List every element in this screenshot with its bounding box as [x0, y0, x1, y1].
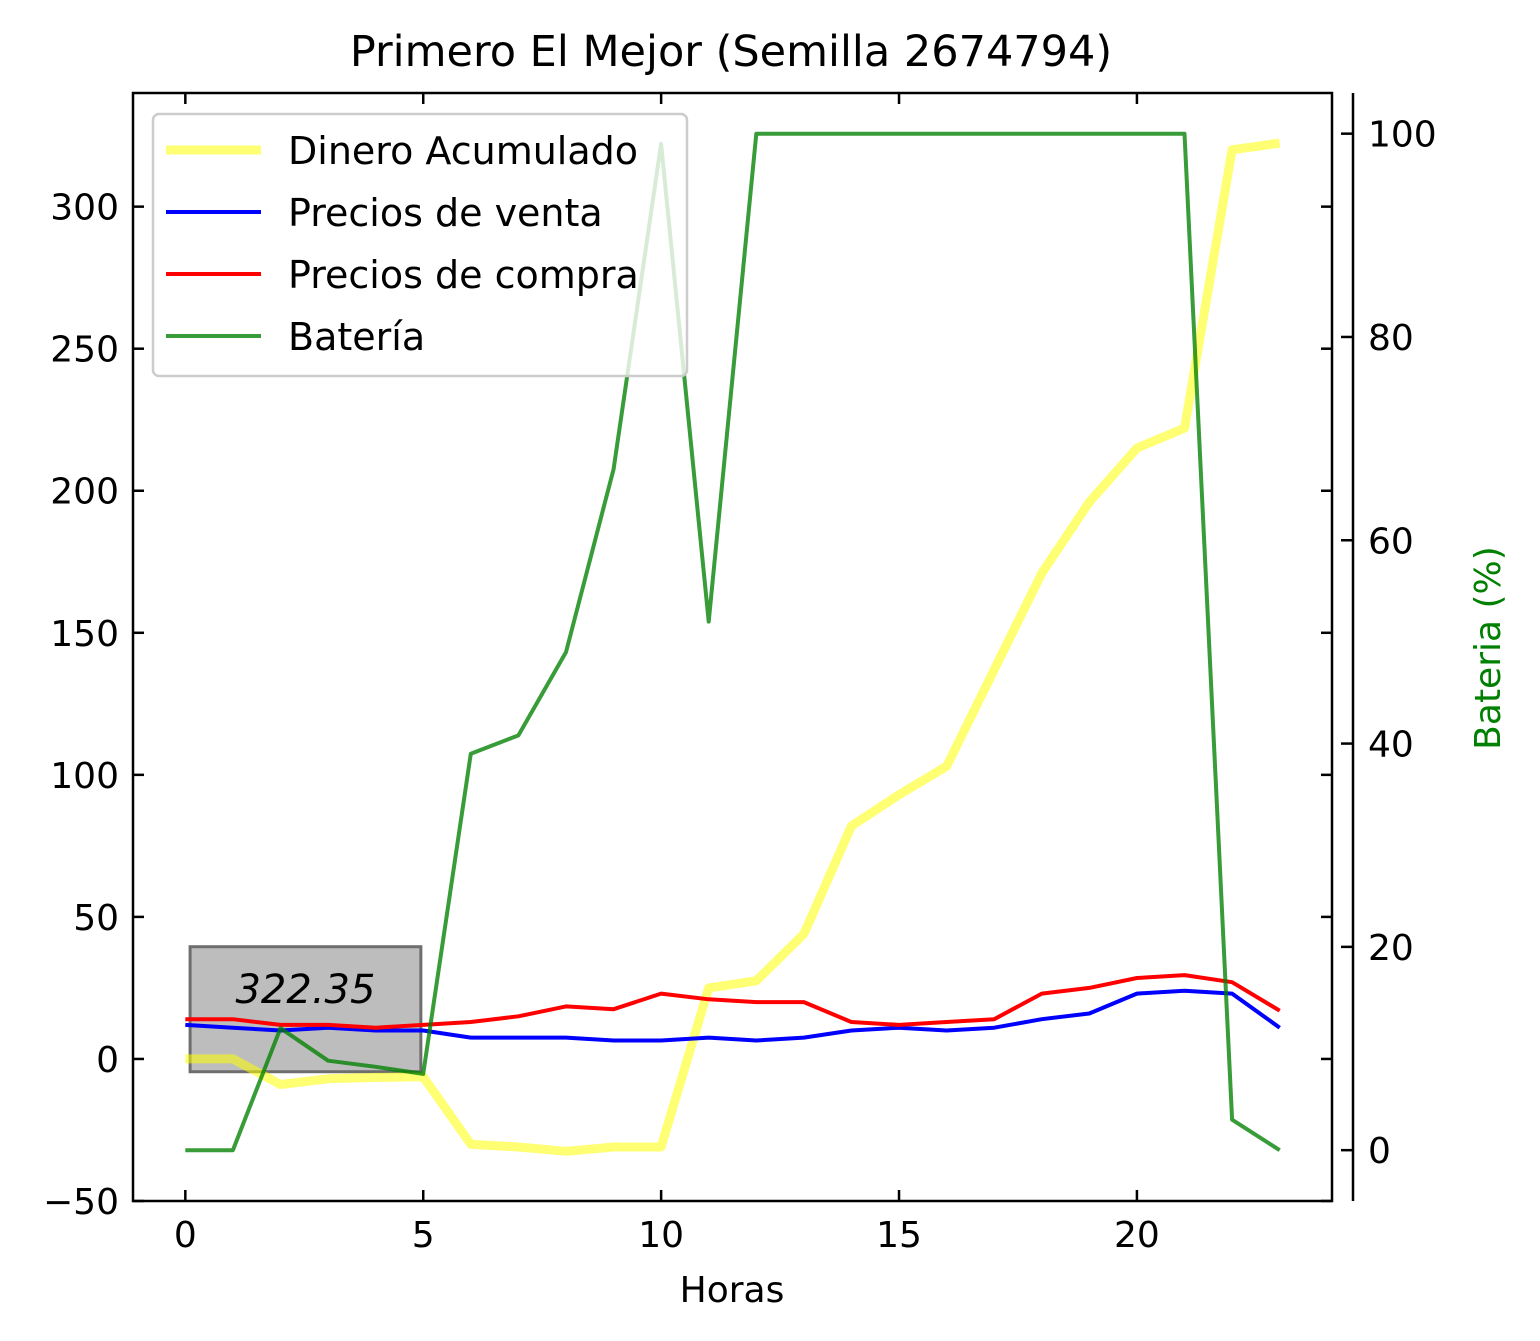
series-layer — [185, 131, 1281, 1156]
y-tick-label: 300 — [50, 188, 119, 229]
legend: Dinero Acumulado Precios de venta Precios … — [151, 112, 689, 378]
x-tick-label: 5 — [412, 1215, 435, 1256]
legend-label: Batería — [288, 315, 425, 359]
x-tick-label: 10 — [638, 1215, 684, 1256]
legend-label: Precios de compra — [288, 253, 639, 297]
legend-box — [151, 112, 689, 378]
annotation-label: 322.35 — [235, 967, 375, 1013]
y2-axis-ticks: 0 20 40 60 80 100 — [1341, 115, 1437, 1172]
series-line-2 — [185, 973, 1281, 1030]
y-tick-label: 150 — [50, 614, 119, 655]
y-tick-label: 50 — [73, 898, 119, 939]
series-line-3 — [185, 131, 1281, 1153]
series-line-0 — [185, 138, 1281, 1156]
plot-frame — [131, 91, 1334, 1203]
y2-tick-label: 20 — [1368, 928, 1414, 969]
chart-title: Primero El Mejor (Semilla 2674794) — [350, 27, 1112, 77]
y-tick-label: 0 — [96, 1040, 119, 1081]
x-tick-label: 0 — [174, 1215, 197, 1256]
legend-label: Precios de venta — [288, 191, 603, 235]
x-tick-label: 20 — [1114, 1215, 1160, 1256]
y-tick-label: 100 — [50, 756, 119, 797]
y2-tick-label: 0 — [1368, 1131, 1391, 1172]
y-tick-label: −50 — [43, 1182, 119, 1223]
x-tick-label: 15 — [876, 1215, 922, 1256]
y-axis-ticks: −50 0 50 100 150 200 250 300 — [43, 188, 1332, 1223]
x-axis-label: Horas — [680, 1270, 785, 1311]
annotation-box — [188, 945, 423, 1074]
y2-tick-label: 100 — [1368, 115, 1437, 156]
y-tick-label: 200 — [50, 472, 119, 513]
series-line-1 — [185, 988, 1281, 1043]
y2-tick-label: 80 — [1368, 318, 1414, 359]
y2-tick-label: 40 — [1368, 725, 1414, 766]
x-axis-ticks: 0 5 10 15 20 — [174, 93, 1160, 1256]
annotation: 322.35 — [188, 945, 423, 1074]
legend-label: Dinero Acumulado — [288, 129, 638, 173]
legend-items: Dinero Acumulado Precios de venta Precios … — [166, 129, 639, 359]
y-tick-label: 250 — [50, 330, 119, 371]
y2-tick-label: 60 — [1368, 521, 1414, 562]
y2-axis-label: Bateria (%) — [1468, 546, 1509, 750]
